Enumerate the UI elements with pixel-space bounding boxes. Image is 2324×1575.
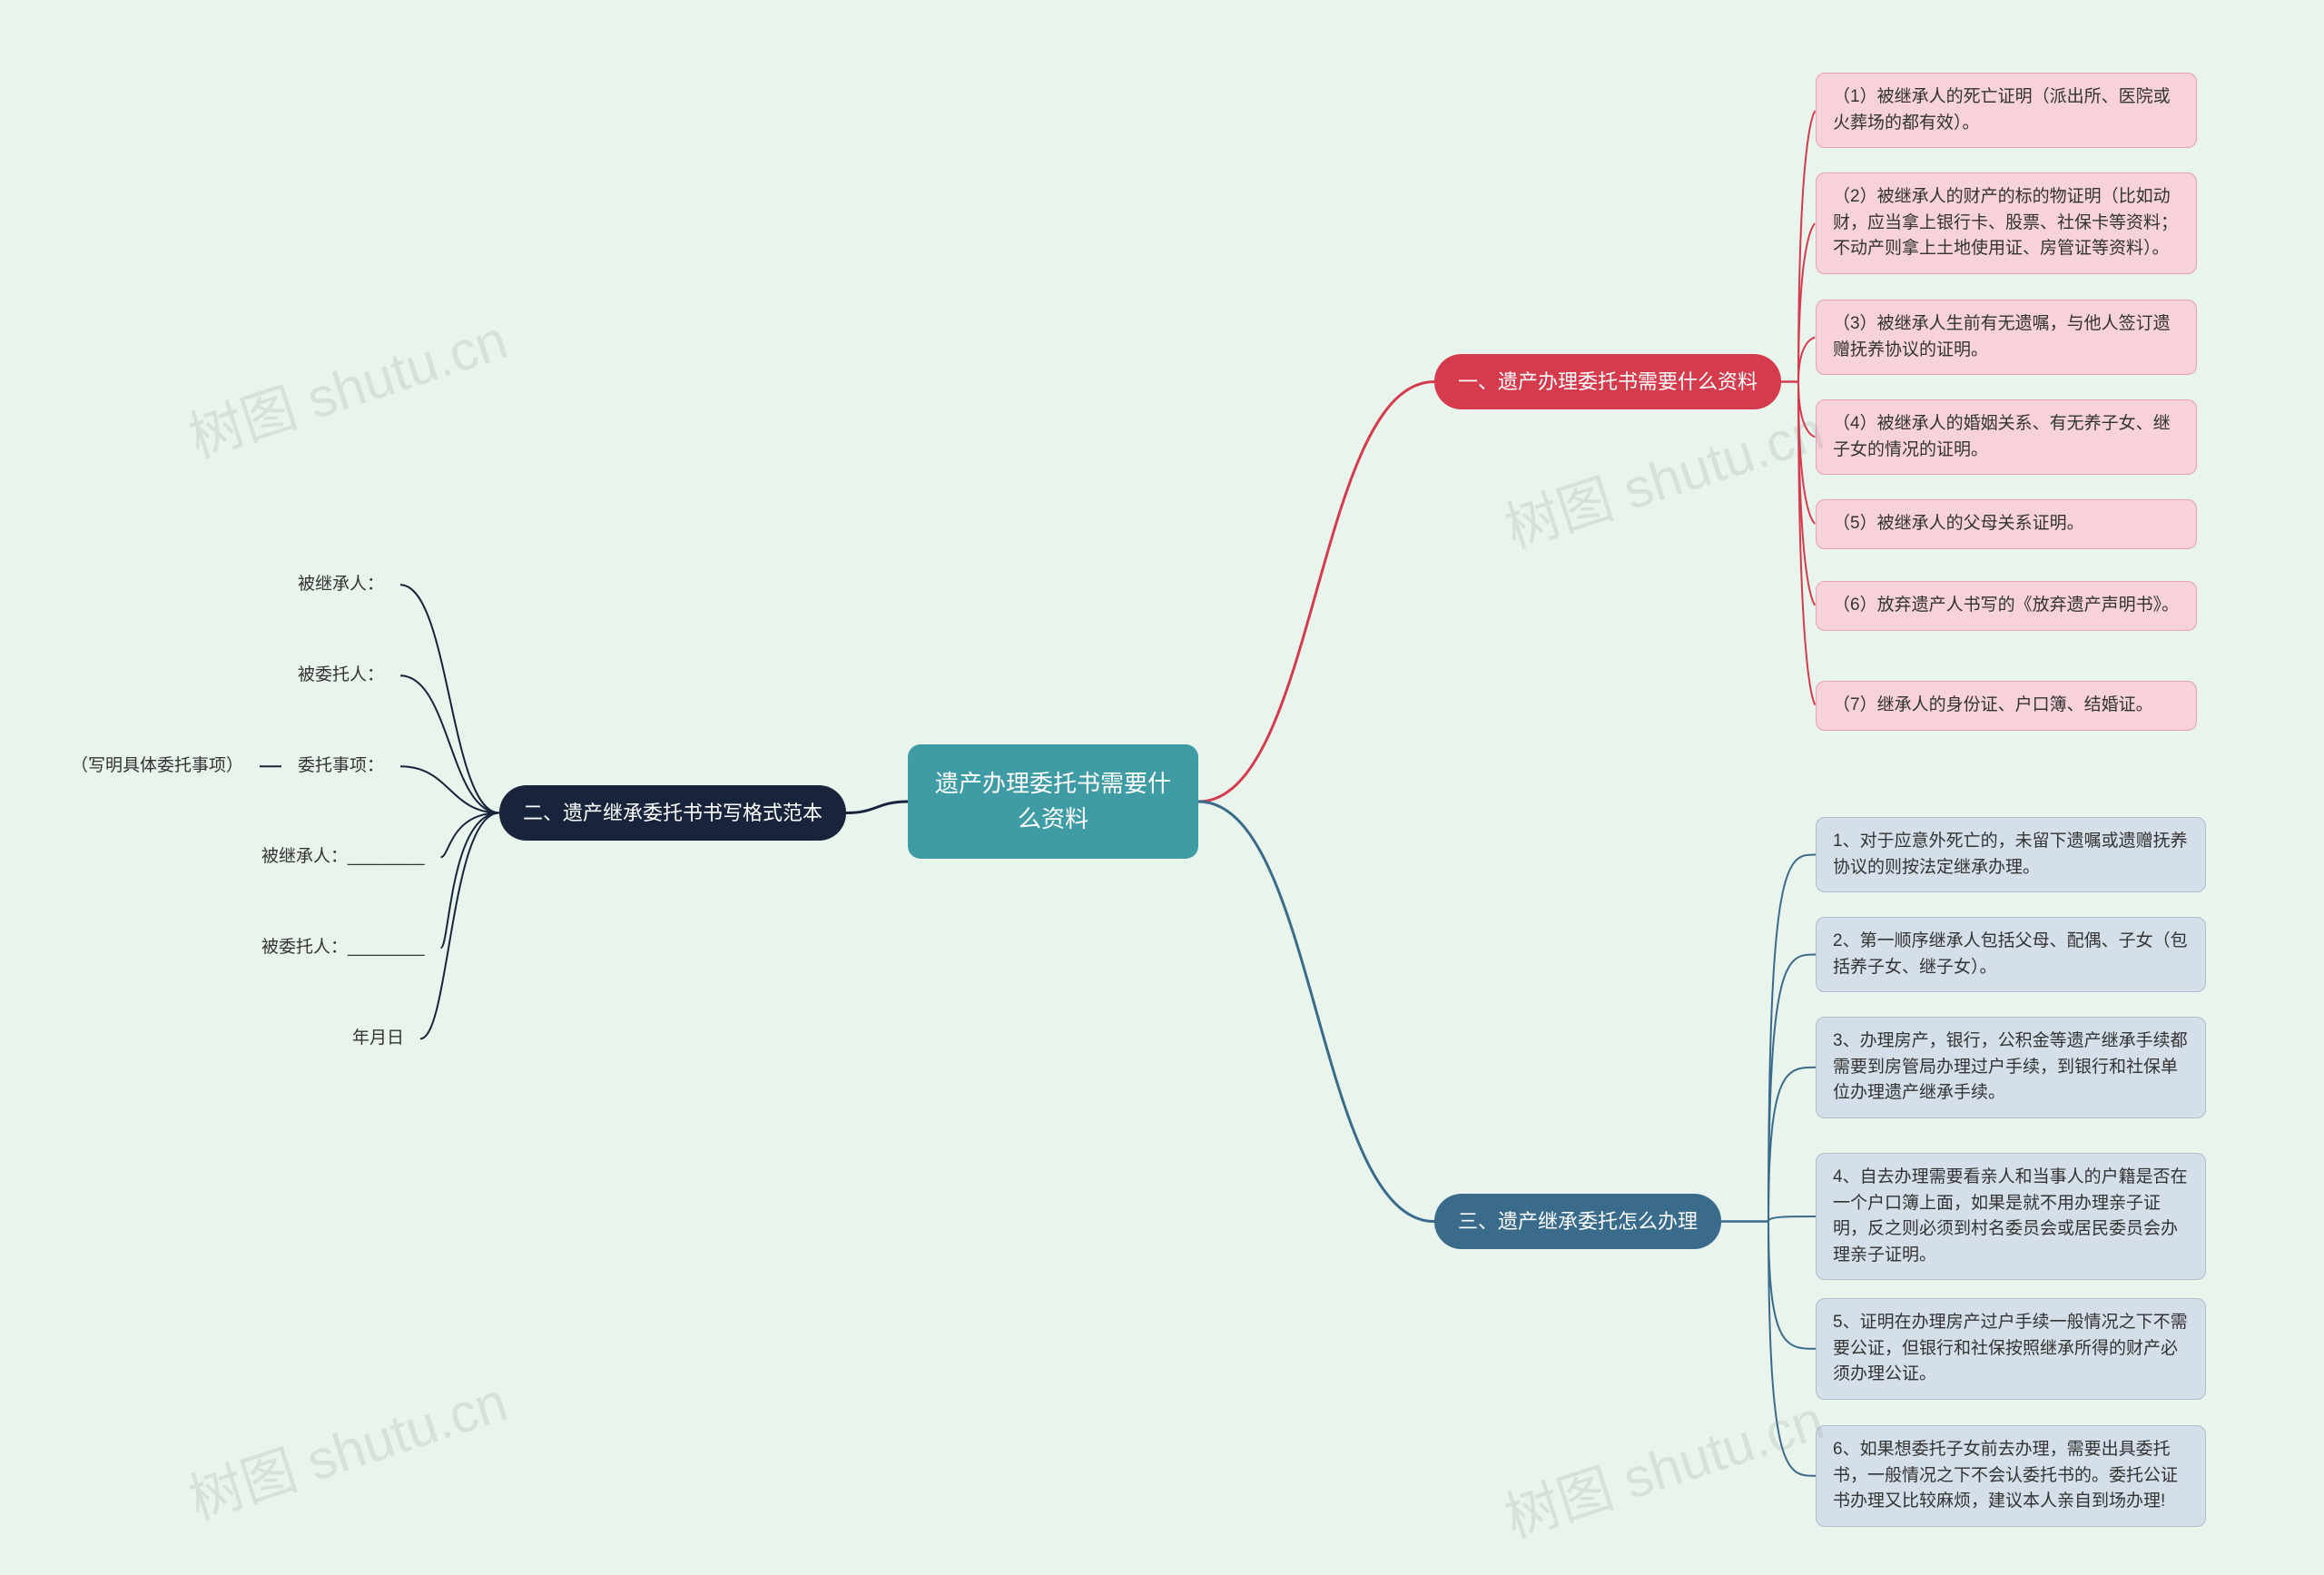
leaf-node: （2）被继承人的财产的标的物证明（比如动财，应当拿上银行卡、股票、社保卡等资料；… [1816,172,2197,274]
leaf-node: 被委托人： [281,654,400,698]
leaf-node: 2、第一顺序继承人包括父母、配偶、子女（包括养子女、继子女）。 [1816,917,2206,992]
leaf-node: 被继承人：________ [245,835,441,880]
leaf-node: （4）被继承人的婚姻关系、有无养子女、继子女的情况的证明。 [1816,399,2197,475]
leaf-node: （7）继承人的身份证、户口簿、结婚证。 [1816,681,2197,731]
watermark: 树图 shutu.cn [1493,387,1832,564]
branch1-node: 一、遗产办理委托书需要什么资料 [1434,354,1781,409]
leaf-node: 4、自去办理需要看亲人和当事人的户籍是否在一个户口簿上面，如果是就不用办理亲子证… [1816,1153,2206,1280]
leaf-node: 1、对于应意外死亡的，未留下遗嘱或遗赠抚养协议的则按法定继承办理。 [1816,817,2206,892]
leaf-node: 被委托人：________ [245,926,441,970]
watermark: 树图 shutu.cn [177,296,516,473]
watermark: 树图 shutu.cn [177,1358,516,1535]
root-node: 遗产办理委托书需要什么资料 [908,744,1198,859]
leaf-node: （5）被继承人的父母关系证明。 [1816,499,2197,549]
leaf-node: 3、办理房产，银行，公积金等遗产继承手续都需要到房管局办理过户手续，到银行和社保… [1816,1017,2206,1118]
leaf-node: 5、证明在办理房产过户手续一般情况之下不需要公证，但银行和社保按照继承所得的财产… [1816,1298,2206,1400]
leaf-node: 被继承人： [281,563,400,607]
leaf-node: （6）放弃遗产人书写的《放弃遗产声明书》。 [1816,581,2197,631]
branch2-node: 二、遗产继承委托书书写格式范本 [499,785,846,841]
leaf-node: （1）被继承人的死亡证明（派出所、医院或火葬场的都有效）。 [1816,73,2197,148]
leaf-node: 委托事项： [281,744,400,789]
leaf-node: 年月日 [336,1017,420,1061]
leaf-node: （3）被继承人生前有无遗嘱，与他人签订遗赠抚养协议的证明。 [1816,300,2197,375]
leaf-sub-node: （写明具体委托事项） [54,744,260,789]
branch3-node: 三、遗产继承委托怎么办理 [1434,1194,1721,1249]
leaf-node: 6、如果想委托子女前去办理，需要出具委托书，一般情况之下不会认委托书的。委托公证… [1816,1425,2206,1527]
watermark: 树图 shutu.cn [1493,1376,1832,1553]
